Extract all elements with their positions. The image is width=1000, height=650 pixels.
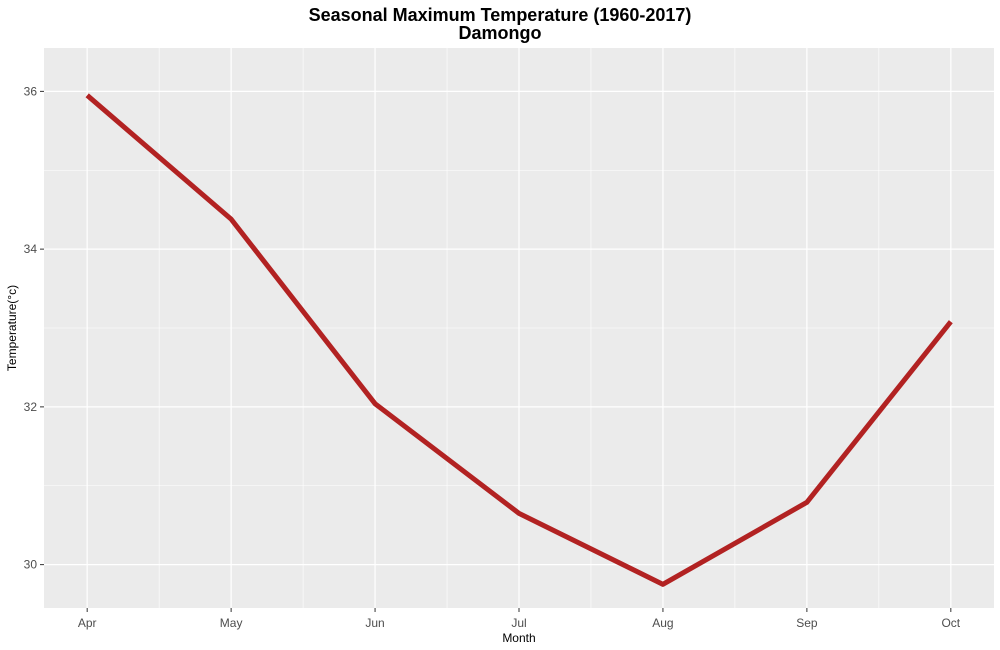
- axis-ticks: [40, 90, 952, 612]
- chart-subtitle: Damongo: [458, 23, 542, 43]
- x-tick-label: Oct: [941, 616, 960, 630]
- x-tick-label: Apr: [78, 616, 97, 630]
- series-line: [85, 93, 953, 587]
- x-tick-label: Sep: [796, 616, 818, 630]
- x-tick-labels: Apr May Jun Jul Aug Sep Oct: [78, 616, 961, 630]
- y-tick-label: 32: [24, 400, 38, 414]
- y-axis-title: Temperature(°c): [5, 285, 19, 371]
- y-tick-label: 34: [24, 242, 38, 256]
- x-tick-label: Jun: [365, 616, 384, 630]
- x-tick-label: Jul: [511, 616, 526, 630]
- chart-title: Seasonal Maximum Temperature (1960-2017): [308, 5, 692, 25]
- x-axis-title: Month: [502, 631, 535, 645]
- x-tick-label: May: [220, 616, 243, 630]
- y-tick-label: 36: [24, 84, 38, 98]
- y-tick-labels: 30 32 34 36: [24, 84, 38, 571]
- y-tick-label: 30: [24, 558, 38, 572]
- x-tick-label: Aug: [652, 616, 673, 630]
